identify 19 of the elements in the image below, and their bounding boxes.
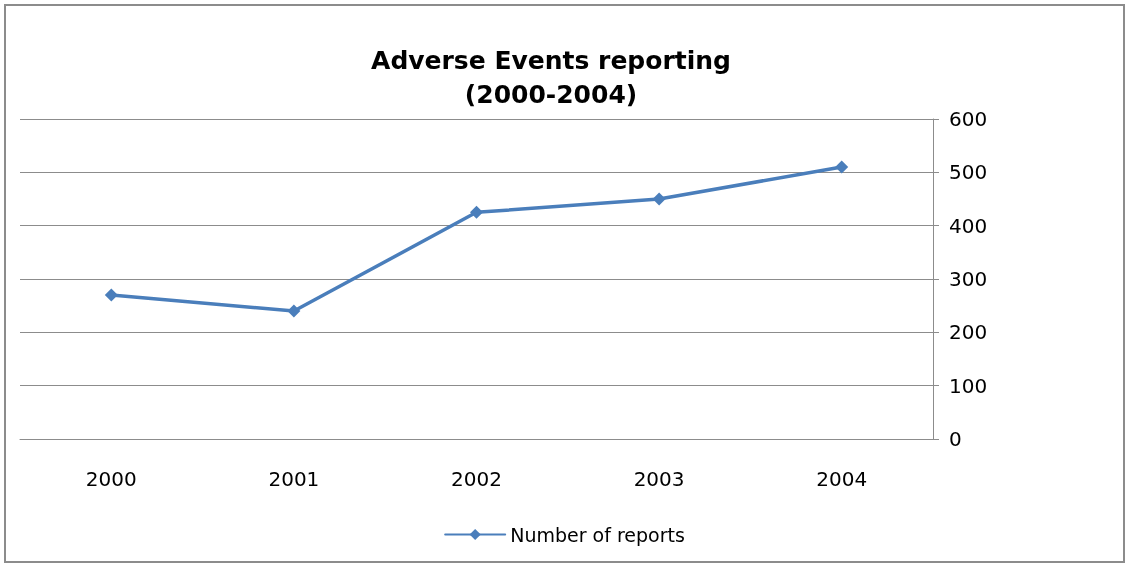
x-tick-label: 2003 (633, 467, 685, 491)
y-tick-label: 600 (949, 107, 988, 131)
y-tick-label: 100 (949, 373, 988, 398)
y-tick-label: 500 (949, 160, 988, 185)
point (652, 192, 666, 206)
y-tick-label: 300 (949, 267, 988, 291)
legend-label: Number of reports (510, 523, 685, 546)
point (104, 288, 118, 302)
chart-title: Adverse Events reporting (2000-2004) (371, 45, 731, 109)
x-tick-label: 2001 (268, 467, 320, 491)
point (835, 160, 849, 174)
point (470, 205, 483, 219)
y-tick-label: 400 (949, 213, 988, 238)
x-tick-label: 2004 (816, 467, 868, 491)
x-tick-label: 2000 (85, 467, 137, 491)
y-tick-label: 200 (949, 320, 988, 345)
y-tick-label: 0 (949, 427, 962, 451)
point (287, 304, 301, 318)
x-tick-label: 2002 (451, 467, 502, 491)
